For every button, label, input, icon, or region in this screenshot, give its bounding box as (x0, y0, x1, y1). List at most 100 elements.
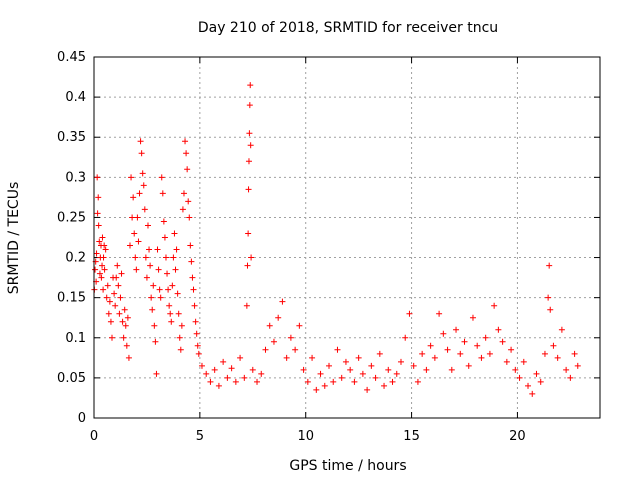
data-point (554, 354, 561, 361)
data-point (246, 130, 253, 137)
data-point (440, 330, 447, 337)
data-point (198, 362, 205, 369)
data-point (102, 246, 109, 253)
data-point (175, 310, 182, 317)
y-tick-label: 0.2 (65, 251, 86, 266)
data-point (546, 262, 553, 269)
data-point (376, 350, 383, 357)
data-point (444, 346, 451, 353)
data-point (132, 254, 139, 261)
data-point (283, 354, 290, 361)
data-point (567, 374, 574, 381)
data-point (414, 378, 421, 385)
data-point (258, 370, 265, 377)
data-point (188, 258, 195, 265)
y-tick-label: 0.4 (65, 90, 86, 105)
data-point (107, 318, 114, 325)
axes: 0 0.05 0.1 0.15 0.2 0.25 0.3 0.35 0.4 0.45 0 5 10 15 2… (57, 50, 600, 444)
data-point (248, 254, 255, 261)
data-point (469, 314, 476, 321)
plot-frame (93, 56, 601, 419)
data-point (118, 270, 125, 277)
data-point (359, 370, 366, 377)
data-point (101, 266, 108, 273)
data-point (397, 358, 404, 365)
data-point (241, 374, 248, 381)
y-tick-label: 0.05 (57, 371, 86, 386)
data-point (170, 254, 177, 261)
data-point (125, 354, 132, 361)
data-point (101, 242, 108, 249)
data-point (512, 366, 519, 373)
data-point (95, 222, 102, 229)
data-point (95, 194, 102, 201)
data-point (158, 174, 165, 181)
data-point (134, 214, 141, 221)
y-tick-label: 0 (78, 411, 86, 426)
data-point (129, 214, 136, 221)
data-point (423, 366, 430, 373)
data-point (96, 238, 103, 245)
data-point (541, 350, 548, 357)
data-point (537, 378, 544, 385)
data-point (111, 290, 118, 297)
data-point (287, 334, 294, 341)
grid-lines (94, 57, 600, 418)
data-point (406, 310, 413, 317)
y-tick-label: 0.3 (65, 170, 86, 185)
data-point (139, 170, 146, 177)
data-point (525, 382, 532, 389)
data-point (503, 358, 510, 365)
data-point (117, 294, 124, 301)
data-point (571, 350, 578, 357)
data-point (119, 318, 126, 325)
data-point (431, 354, 438, 361)
data-point (143, 274, 150, 281)
data-point (106, 298, 113, 305)
data-point (495, 326, 502, 333)
data-point (171, 230, 178, 237)
x-tick-label: 10 (297, 429, 314, 444)
data-point (153, 370, 160, 377)
data-point (478, 354, 485, 361)
data-point (161, 234, 168, 241)
data-point (183, 150, 190, 157)
data-point (157, 294, 164, 301)
data-point (94, 210, 101, 217)
data-point (146, 246, 153, 253)
data-point (131, 230, 138, 237)
data-point (100, 286, 107, 293)
data-point (486, 350, 493, 357)
y-tick-label: 0.25 (57, 210, 86, 225)
data-point (364, 386, 371, 393)
data-point (533, 370, 540, 377)
data-point (309, 354, 316, 361)
data-point (313, 386, 320, 393)
data-point (520, 358, 527, 365)
data-point (167, 310, 174, 317)
data-point (461, 338, 468, 345)
data-point (130, 194, 137, 201)
data-point (99, 262, 106, 269)
data-point (108, 334, 115, 341)
data-point (270, 338, 277, 345)
x-tick-label: 20 (509, 429, 526, 444)
data-point (154, 246, 161, 253)
data-point (159, 190, 166, 197)
data-point (180, 190, 187, 197)
data-point (224, 374, 231, 381)
data-point (243, 302, 250, 309)
data-point (474, 342, 481, 349)
data-point (262, 346, 269, 353)
data-point (245, 230, 252, 237)
data-point (482, 334, 489, 341)
data-point (182, 138, 189, 145)
data-point (186, 214, 193, 221)
data-point (172, 266, 179, 273)
data-point (296, 322, 303, 329)
data-point (508, 346, 515, 353)
data-point (389, 378, 396, 385)
data-point (147, 262, 154, 269)
data-point (410, 362, 417, 369)
